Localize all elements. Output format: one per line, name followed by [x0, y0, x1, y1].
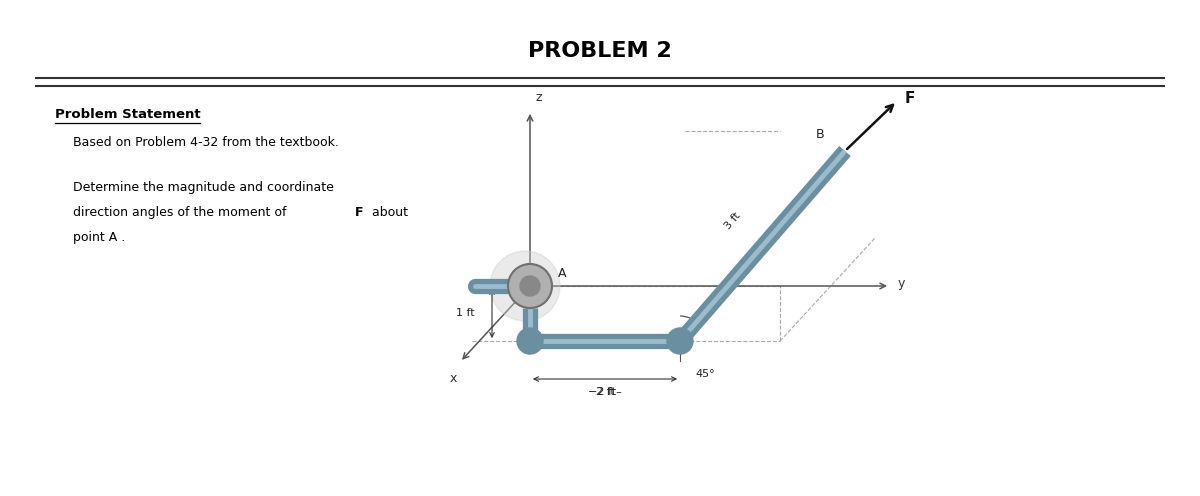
Text: Determine the magnitude and coordinate: Determine the magnitude and coordinate — [73, 181, 334, 194]
Text: F: F — [905, 91, 916, 107]
Text: 3 ft: 3 ft — [722, 210, 743, 231]
Circle shape — [490, 251, 560, 321]
Text: PROBLEM 2: PROBLEM 2 — [528, 41, 672, 61]
Text: A: A — [558, 267, 566, 281]
Text: direction angles of the moment of: direction angles of the moment of — [73, 206, 290, 219]
Text: 2 ft: 2 ft — [595, 387, 614, 397]
Circle shape — [520, 276, 540, 296]
Text: about: about — [368, 206, 408, 219]
Text: F: F — [355, 206, 364, 219]
Text: 1 ft: 1 ft — [456, 309, 475, 318]
Text: z: z — [535, 91, 541, 104]
Circle shape — [517, 328, 542, 354]
Text: Problem Statement: Problem Statement — [55, 108, 200, 121]
Circle shape — [667, 328, 694, 354]
Text: −2 ft–: −2 ft– — [588, 387, 622, 397]
Text: x: x — [450, 372, 457, 385]
Text: y: y — [898, 277, 905, 291]
Circle shape — [508, 264, 552, 308]
Text: 45°: 45° — [695, 369, 715, 379]
Text: Based on Problem 4-32 from the textbook.: Based on Problem 4-32 from the textbook. — [73, 136, 338, 149]
Text: B: B — [816, 128, 824, 141]
Text: point A .: point A . — [73, 231, 125, 244]
